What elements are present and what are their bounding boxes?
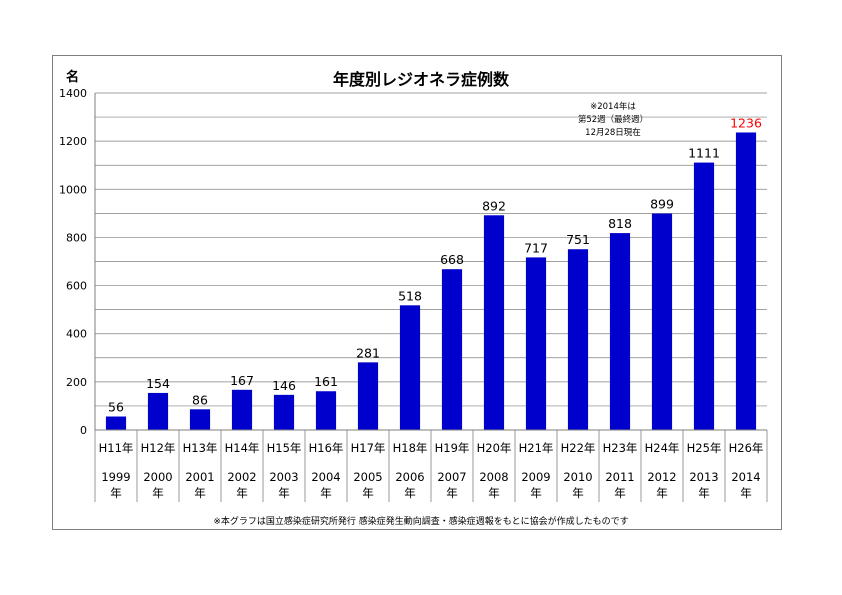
- y-tick-label: 1000: [59, 183, 87, 196]
- x-category-era-label: H13年: [183, 441, 218, 455]
- bar: [651, 213, 673, 430]
- x-category-era-label: H14年: [225, 441, 260, 455]
- annotation-note: ※2014年は 第52週（最終週） 12月28日現在: [548, 101, 678, 140]
- x-category-era-label: H19年: [435, 441, 470, 455]
- x-category-year-label: 2014: [731, 470, 760, 484]
- x-category-year-suffix: 年: [236, 486, 248, 500]
- bar-value-label: 518: [398, 288, 422, 303]
- x-category-year-suffix: 年: [488, 486, 500, 500]
- bar-value-label: 167: [230, 373, 254, 388]
- x-category-year-suffix: 年: [698, 486, 710, 500]
- x-category-era-label: H23年: [603, 441, 638, 455]
- x-category-year-label: 2013: [689, 470, 718, 484]
- x-category-year-suffix: 年: [320, 486, 332, 500]
- x-category-year-label: 2001: [185, 470, 214, 484]
- bar: [567, 249, 589, 430]
- y-tick-label: 400: [66, 328, 87, 341]
- x-category-year-label: 2011: [605, 470, 634, 484]
- x-category-year-label: 2009: [521, 470, 550, 484]
- bar: [231, 389, 253, 430]
- bar: [525, 257, 547, 430]
- bar: [273, 394, 295, 430]
- x-category-year-label: 1999: [101, 470, 130, 484]
- x-category-year-label: 2003: [269, 470, 298, 484]
- bar-value-label: 751: [566, 232, 590, 247]
- y-tick-label: 1200: [59, 135, 87, 148]
- bar-value-label: 899: [650, 197, 674, 212]
- x-category-era-label: H12年: [141, 441, 176, 455]
- x-category-year-label: 2007: [437, 470, 466, 484]
- x-category-year-suffix: 年: [278, 486, 290, 500]
- x-category-era-label: H16年: [309, 441, 344, 455]
- y-tick-label: 1400: [59, 87, 87, 100]
- y-tick-label: 200: [66, 376, 87, 389]
- bar: [105, 416, 127, 430]
- bar-value-label: 154: [146, 376, 170, 391]
- y-tick-label: 800: [66, 231, 87, 244]
- bar: [609, 233, 631, 430]
- x-category-year-suffix: 年: [404, 486, 416, 500]
- bar-value-label: 56: [108, 400, 124, 415]
- x-category-era-label: H22年: [561, 441, 596, 455]
- x-category-era-label: H26年: [729, 441, 764, 455]
- x-category-year-suffix: 年: [572, 486, 584, 500]
- x-category-era-label: H24年: [645, 441, 680, 455]
- bar: [315, 391, 337, 430]
- bar: [693, 162, 715, 431]
- bar: [147, 392, 169, 430]
- x-category-era-label: H25年: [687, 441, 722, 455]
- bar-value-label: 1236: [730, 115, 762, 130]
- x-category-year-suffix: 年: [194, 486, 206, 500]
- bar: [735, 132, 757, 430]
- bar-value-label: 1111: [688, 146, 720, 161]
- bar-value-label: 668: [440, 252, 464, 267]
- annotation-line-1: ※2014年は: [590, 102, 636, 112]
- x-category-year-label: 2010: [563, 470, 592, 484]
- bar-value-label: 892: [482, 198, 506, 213]
- x-category-era-label: H21年: [519, 441, 554, 455]
- x-category-era-label: H18年: [393, 441, 428, 455]
- x-category-year-suffix: 年: [362, 486, 374, 500]
- x-category-year-label: 2005: [353, 470, 382, 484]
- x-category-era-label: H17年: [351, 441, 386, 455]
- bar: [399, 305, 421, 430]
- x-category-year-label: 2004: [311, 470, 340, 484]
- chart-title: 年度別レジオネラ症例数: [332, 70, 509, 89]
- x-category-year-label: 2006: [395, 470, 424, 484]
- bar-value-label: 717: [524, 240, 548, 255]
- bar-value-label: 146: [272, 378, 296, 393]
- annotation-line-3: 12月28日現在: [585, 128, 641, 138]
- x-category-year-label: 2002: [227, 470, 256, 484]
- x-category-year-label: 2012: [647, 470, 676, 484]
- bar: [441, 269, 463, 430]
- bar: [357, 362, 379, 430]
- x-category-era-label: H20年: [477, 441, 512, 455]
- bar-value-label: 86: [192, 392, 208, 407]
- source-footnote: ※本グラフは国立感染症研究所発行 感染症発生動向調査・感染症週報をもとに協会が作…: [213, 517, 629, 527]
- bar-value-label: 161: [314, 374, 338, 389]
- annotation-line-2: 第52週（最終週）: [577, 115, 649, 125]
- x-category-year-suffix: 年: [152, 486, 164, 500]
- x-category-era-label: H11年: [99, 441, 134, 455]
- x-category-year-label: 2008: [479, 470, 508, 484]
- y-tick-label: 600: [66, 280, 87, 293]
- x-category-year-suffix: 年: [446, 486, 458, 500]
- x-category-year-suffix: 年: [656, 486, 668, 500]
- x-category-year-suffix: 年: [110, 486, 122, 500]
- y-axis-unit-label: 名: [66, 70, 80, 85]
- x-category-year-suffix: 年: [614, 486, 626, 500]
- x-category-year-label: 2000: [143, 470, 172, 484]
- bar-value-label: 818: [608, 216, 632, 231]
- x-category-era-label: H15年: [267, 441, 302, 455]
- bar-value-label: 281: [356, 345, 380, 360]
- bar: [189, 409, 211, 430]
- x-category-year-suffix: 年: [530, 486, 542, 500]
- x-category-year-suffix: 年: [740, 486, 752, 500]
- bar: [483, 215, 505, 430]
- y-tick-label: 0: [80, 424, 87, 437]
